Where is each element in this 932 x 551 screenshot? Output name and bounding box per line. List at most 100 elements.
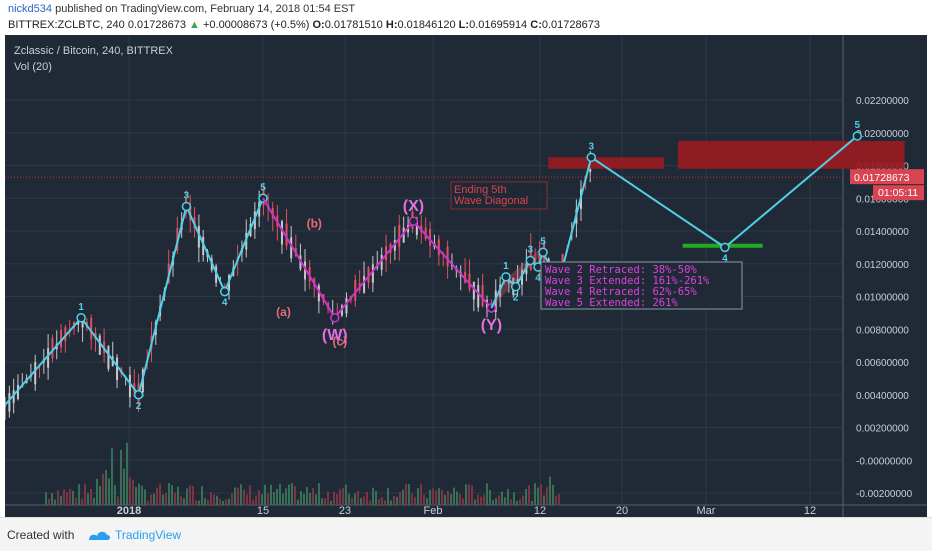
volume-bar xyxy=(156,487,158,505)
last-price-badge xyxy=(850,169,924,185)
y-tick-label: 0.00800000 xyxy=(856,325,909,336)
volume-bar xyxy=(150,494,152,505)
diagonal-note-text: Ending 5th xyxy=(454,184,507,196)
x-tick-label: 20 xyxy=(616,505,628,517)
volume-bar xyxy=(141,485,143,505)
volume-bar xyxy=(300,491,302,505)
fib-box-line: Wave 4 Retraced: 62%-65% xyxy=(545,286,697,298)
volume-bar xyxy=(465,484,467,505)
volume-bar xyxy=(468,484,470,505)
volume-bar xyxy=(255,495,257,505)
volume-bar xyxy=(192,486,194,505)
volume-bar xyxy=(474,499,476,505)
wave-label: 1 xyxy=(78,302,84,313)
wave-label: 2 xyxy=(513,293,519,304)
candle-body xyxy=(437,239,440,256)
wave-point xyxy=(76,313,86,323)
wave-label: 5 xyxy=(854,120,860,131)
candle-body xyxy=(116,357,119,380)
candle-body xyxy=(47,348,50,368)
x-tick-label: Mar xyxy=(697,505,716,517)
volume-bar xyxy=(273,492,275,505)
volume-bar xyxy=(414,497,416,505)
last-price: 0.01728673 xyxy=(127,19,186,31)
volume-bar xyxy=(126,442,128,505)
volume-bar xyxy=(120,449,122,505)
volume-bar xyxy=(60,495,62,505)
author-link[interactable]: nickd534 xyxy=(8,3,53,15)
volume-bar xyxy=(552,484,554,505)
volume-bar xyxy=(435,490,437,505)
volume-bar xyxy=(237,487,239,505)
volume-bar xyxy=(228,499,230,505)
candle-body xyxy=(8,393,11,412)
fib-box xyxy=(540,261,743,310)
chart-title: Zclassic / Bitcoin, 240, BITTREX xyxy=(14,45,173,57)
candle-body xyxy=(16,384,19,399)
candle-body xyxy=(402,227,405,243)
volume-bar xyxy=(390,500,392,505)
y-tick-label: 0.01000000 xyxy=(856,293,909,304)
x-tick-label: 2018 xyxy=(117,505,141,517)
tradingview-brand-link[interactable]: TradingView xyxy=(115,528,182,542)
volume-bar xyxy=(522,495,524,505)
tradingview-logo-icon[interactable] xyxy=(86,527,112,543)
volume-bar xyxy=(294,486,296,505)
candle-body xyxy=(398,224,401,247)
x-tick-label: 15 xyxy=(257,505,269,517)
volume-bar xyxy=(501,491,503,505)
close-value: 0.01728673 xyxy=(541,19,600,31)
volume-bar xyxy=(168,483,170,505)
volume-bar xyxy=(174,492,176,505)
corrective-sublabel: (c) xyxy=(333,335,348,349)
volume-bar xyxy=(57,490,59,505)
publish-header: nickd534 published on TradingView.com, F… xyxy=(0,0,932,34)
volume-bar xyxy=(231,493,233,505)
wave-point xyxy=(586,152,596,163)
price-chart[interactable]: 0.022000000.020000000.018000000.01600000… xyxy=(5,35,927,517)
symbol-label: BITTREX:ZCLBTC, 240 xyxy=(8,19,125,31)
volume-bar xyxy=(183,498,185,505)
volume-bar xyxy=(318,483,320,505)
candle-body xyxy=(34,362,37,385)
volume-bar xyxy=(399,492,401,505)
volume-bar xyxy=(315,494,317,505)
volume-bar xyxy=(303,493,305,505)
volume-bar xyxy=(69,488,71,505)
volume-bar xyxy=(372,487,374,505)
candle-body xyxy=(367,267,370,283)
publish-line: nickd534 published on TradingView.com, F… xyxy=(8,3,355,15)
volume-bar xyxy=(66,492,68,505)
wave-point xyxy=(501,272,511,282)
candle-body xyxy=(285,223,288,246)
volume-bar xyxy=(138,483,140,505)
wave-label: (Y) xyxy=(481,317,502,334)
volume-bar xyxy=(105,470,107,505)
candle-body xyxy=(128,374,131,398)
volume-bar xyxy=(63,489,65,505)
volume-bar xyxy=(342,487,344,505)
diagonal-and-projection-line xyxy=(490,135,858,309)
volume-bar xyxy=(375,491,377,505)
high-value: 0.01846120 xyxy=(397,19,456,31)
volume-bar xyxy=(495,498,497,505)
chart-panel[interactable]: 0.022000000.020000000.018000000.01600000… xyxy=(5,35,927,517)
volume-bar xyxy=(258,490,260,505)
volume-bar xyxy=(432,488,434,505)
volume-bar xyxy=(339,489,341,505)
volume-bar xyxy=(492,500,494,505)
candle-body xyxy=(90,318,93,340)
volume-bar xyxy=(408,483,410,505)
y-tick-label: -0.00000000 xyxy=(856,456,913,467)
wave-point xyxy=(538,247,548,258)
x-tick-label: 12 xyxy=(804,505,816,517)
candle-body xyxy=(64,327,67,342)
volume-bar xyxy=(207,500,209,505)
volume-bar xyxy=(543,495,545,505)
volume-bar xyxy=(72,490,74,505)
wave-label: 4 xyxy=(722,253,728,264)
corrective-wave-line xyxy=(262,197,493,320)
volume-bar xyxy=(483,494,485,505)
volume-bar xyxy=(363,496,365,505)
volume-bar xyxy=(75,497,77,505)
